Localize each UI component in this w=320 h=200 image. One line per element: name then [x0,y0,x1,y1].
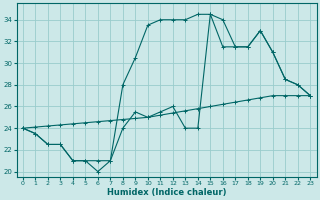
X-axis label: Humidex (Indice chaleur): Humidex (Indice chaleur) [107,188,226,197]
